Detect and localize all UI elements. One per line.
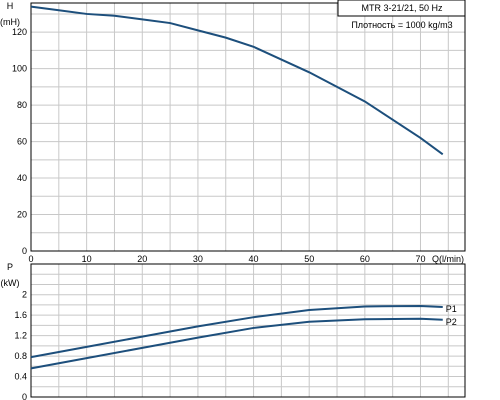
y-tick-label: 120 xyxy=(12,27,27,37)
x-tick-label: 0 xyxy=(28,254,33,264)
y-tick-label: 100 xyxy=(12,64,27,74)
y-tick-label: 1.2 xyxy=(14,331,27,341)
plot-frame xyxy=(30,263,466,398)
y-tick-label: 0 xyxy=(22,392,27,400)
y-axis-label: (mH) xyxy=(0,17,20,27)
y-tick-label: 2 xyxy=(22,290,27,300)
series-line-h xyxy=(30,5,444,156)
y-tick-label: 0 xyxy=(22,246,27,256)
x-tick-label: 70 xyxy=(415,254,425,264)
series-line-p2 xyxy=(30,317,443,370)
power-curve-chart: 0 0.4 0.8 1.2 1.6 2 P (kW) P1 P2 xyxy=(1,262,466,400)
y-axis-label: H xyxy=(7,1,14,11)
info-box: MTR 3-21/21, 50 Hz Плотность = 1000 kg/m… xyxy=(337,0,466,30)
x-axis-label: Q(l/min) xyxy=(432,254,464,264)
x-tick-label: 10 xyxy=(82,254,92,264)
head-curve-chart: 0 20 40 60 80 100 120 H (mH) 0 10 20 30 40 50 60 70 Q(l/m… xyxy=(0,1,466,264)
model-label: MTR 3-21/21, 50 Hz xyxy=(361,3,443,13)
x-tick-label: 20 xyxy=(137,254,147,264)
density-label: Плотность = 1000 kg/m3 xyxy=(351,20,452,30)
y-axis-label: (kW) xyxy=(1,278,20,288)
series-label-p1: P1 xyxy=(446,304,457,314)
x-tick-label: 50 xyxy=(304,254,314,264)
x-tick-label: 60 xyxy=(360,254,370,264)
series-line-p1 xyxy=(30,304,443,359)
x-tick-label: 30 xyxy=(193,254,203,264)
y-tick-label: 80 xyxy=(17,100,27,110)
y-tick-label: 1.6 xyxy=(14,310,27,320)
y-tick-label: 60 xyxy=(17,137,27,147)
plot-frame xyxy=(30,2,466,252)
y-tick-label: 20 xyxy=(17,210,27,220)
x-tick-label: 40 xyxy=(249,254,259,264)
y-tick-label: 0.8 xyxy=(14,351,27,361)
y-tick-label: 40 xyxy=(17,173,27,183)
y-axis-label: P xyxy=(7,262,13,272)
series-label-p2: P2 xyxy=(446,317,457,327)
y-tick-label: 0.4 xyxy=(14,372,27,382)
